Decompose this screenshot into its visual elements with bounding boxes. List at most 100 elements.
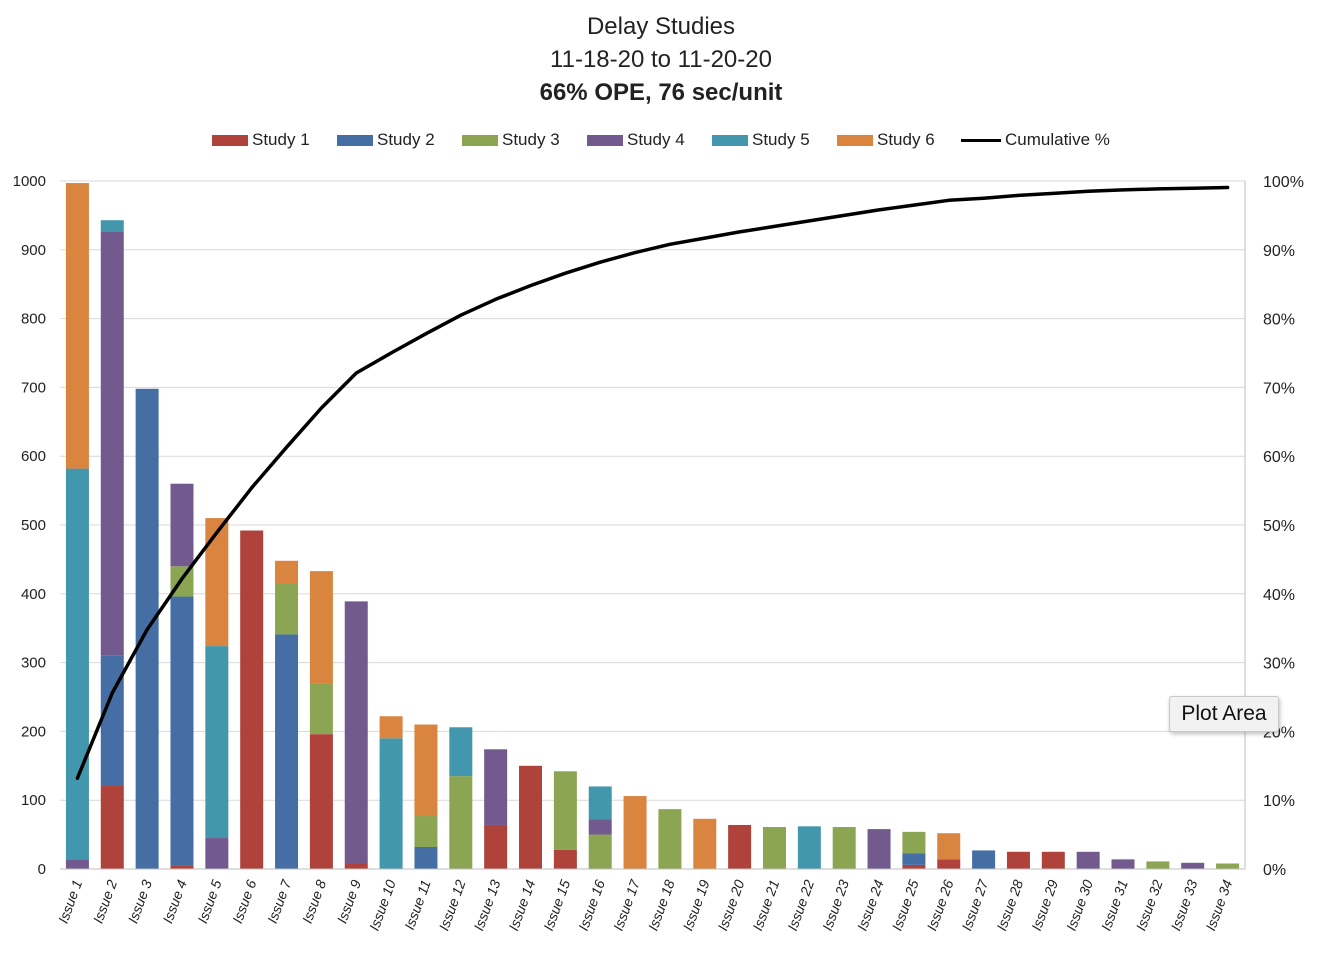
- bar-segment: [65, 859, 89, 869]
- bar-segment: [658, 809, 682, 869]
- bar-segment: [588, 786, 612, 820]
- y-tick-label: 600: [21, 448, 46, 465]
- cumulative-line: [75, 185, 1230, 780]
- bar-segment: [275, 560, 299, 584]
- x-tick-label: Issue 12: [435, 877, 468, 932]
- legend-item-study-3[interactable]: Study 3: [462, 130, 560, 150]
- x-tick-label: Issue 9: [334, 877, 365, 925]
- bar-segment: [344, 601, 368, 864]
- bar-segment: [937, 859, 961, 869]
- y-tick-label: 100: [21, 792, 46, 809]
- bar-segment: [937, 833, 961, 860]
- x-tick-label: Issue 27: [958, 876, 992, 932]
- bar-segment: [100, 785, 124, 869]
- x-tick-label: Issue 8: [299, 877, 330, 925]
- legend-swatch: [837, 134, 873, 146]
- legend-label: Study 4: [627, 130, 685, 149]
- legend-line-swatch: [961, 138, 1001, 142]
- y-tick-label: 800: [21, 311, 46, 328]
- y2-tick-label: 70%: [1263, 380, 1295, 397]
- bar-segment: [275, 583, 299, 635]
- bar-segment: [309, 734, 333, 869]
- bar-segment: [1076, 851, 1100, 869]
- bar-segment: [902, 864, 926, 869]
- bar-segment: [449, 776, 473, 869]
- x-tick-label: Issue 26: [923, 877, 956, 932]
- x-tick-label: Issue 33: [1167, 877, 1200, 932]
- bar-segment: [762, 827, 786, 869]
- legend-item-cumulative[interactable]: Cumulative %: [961, 130, 1110, 150]
- legend-label: Study 1: [252, 130, 310, 149]
- legend-label: Study 6: [877, 130, 935, 149]
- x-tick-label: Issue 31: [1098, 878, 1131, 933]
- x-tick-label: Issue 5: [194, 877, 225, 925]
- legend-item-study-2[interactable]: Study 2: [337, 130, 435, 150]
- x-tick-label: Issue 29: [1028, 877, 1061, 932]
- x-tick-label: Issue 4: [159, 877, 190, 925]
- x-tick-label: Issue 15: [540, 877, 573, 932]
- bar-segment: [65, 183, 89, 469]
- legend-label: Study 3: [502, 130, 560, 149]
- bar-segment: [449, 727, 473, 777]
- bar-segment: [275, 634, 299, 869]
- legend-swatch: [337, 134, 373, 146]
- bar-segment: [484, 824, 508, 869]
- bar-segment: [1041, 851, 1065, 869]
- bar-segment: [867, 829, 891, 869]
- x-tick-label: Issue 28: [993, 877, 1026, 932]
- x-tick-label: Issue 11: [401, 878, 434, 932]
- y2-tick-label: 40%: [1263, 587, 1295, 604]
- bar-segment: [902, 853, 926, 865]
- x-tick-label: Issue 24: [854, 877, 887, 932]
- x-tick-label: Issue 25: [889, 877, 922, 932]
- x-tick-label: Issue 18: [645, 877, 678, 932]
- bar-segment: [553, 771, 577, 850]
- y2-tick-label: 30%: [1263, 656, 1295, 673]
- y-tick-label: 500: [21, 517, 46, 534]
- bar-segment: [414, 846, 438, 869]
- x-tick-label: Issue 10: [366, 877, 399, 932]
- legend-item-study-6[interactable]: Study 6: [837, 130, 935, 150]
- bar-segment: [414, 724, 438, 817]
- x-tick-label: Issue 23: [819, 877, 852, 932]
- legend-swatch: [712, 134, 748, 146]
- bar-segment: [100, 655, 124, 786]
- y2-tick-label: 60%: [1263, 449, 1295, 466]
- x-tick-label: Issue 6: [229, 877, 260, 925]
- x-tick-label: Issue 19: [679, 877, 712, 932]
- bar-segment: [309, 571, 333, 684]
- chart-legend: Study 1 Study 2 Study 3 Study 4 Study 5 …: [0, 130, 1322, 152]
- x-tick-label: Issue 3: [124, 877, 155, 925]
- x-tick-label: Issue 17: [610, 876, 644, 932]
- bar-segment: [484, 749, 508, 825]
- bar-segment: [414, 816, 438, 847]
- legend-swatch: [587, 134, 623, 146]
- y2-tick-label: 50%: [1263, 518, 1295, 535]
- x-tick-label: Issue 20: [714, 877, 747, 932]
- y2-tick-label: 100%: [1263, 174, 1304, 191]
- bar-segment: [379, 738, 403, 869]
- bar-segment: [1111, 859, 1135, 869]
- legend-label: Cumulative %: [1005, 130, 1110, 149]
- bar-segment: [693, 818, 717, 869]
- plot-area-tooltip: Plot Area: [1169, 696, 1279, 732]
- bar-segment: [1181, 862, 1205, 869]
- bar-segment: [205, 838, 229, 869]
- y-tick-label: 700: [21, 379, 46, 396]
- x-tick-label: Issue 2: [90, 877, 121, 925]
- x-tick-label: Issue 1: [55, 878, 85, 926]
- x-tick-label: Issue 13: [470, 877, 503, 932]
- bar-segment: [588, 834, 612, 869]
- bar-segment: [832, 827, 856, 869]
- legend-item-study-5[interactable]: Study 5: [712, 130, 810, 150]
- y2-tick-label: 90%: [1263, 243, 1295, 260]
- bar-segment: [65, 468, 89, 860]
- legend-item-study-1[interactable]: Study 1: [212, 130, 310, 150]
- y-tick-label: 900: [21, 242, 46, 259]
- x-tick-label: Issue 21: [749, 878, 782, 933]
- chart-title-block: Delay Studies 11-18-20 to 11-20-20 66% O…: [0, 10, 1322, 109]
- x-tick-label: Issue 16: [575, 877, 608, 932]
- legend-item-study-4[interactable]: Study 4: [587, 130, 685, 150]
- legend-label: Study 5: [752, 130, 810, 149]
